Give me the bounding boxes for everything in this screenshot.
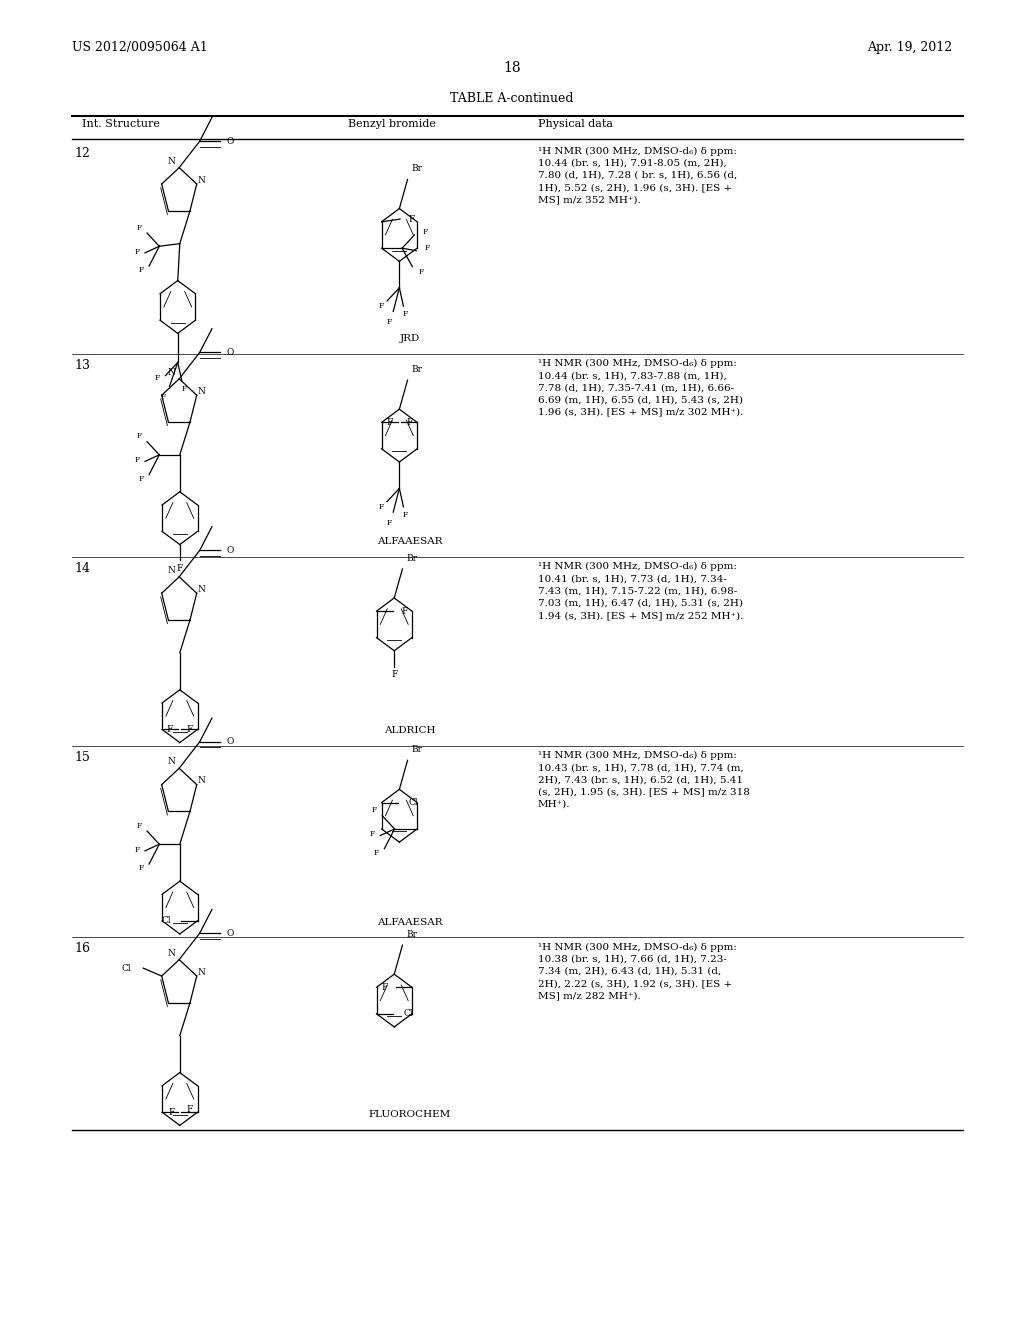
Text: F: F [378,302,384,310]
Text: FLUOROCHEM: FLUOROCHEM [369,1110,451,1119]
Text: F: F [138,267,143,275]
Text: F: F [372,807,377,814]
Text: N: N [167,368,175,376]
Text: F: F [386,418,392,426]
Text: Cl: Cl [121,964,131,973]
Text: O: O [226,137,234,145]
Text: F: F [134,248,139,256]
Text: F: F [161,393,166,401]
Text: F: F [181,385,186,393]
Text: Apr. 19, 2012: Apr. 19, 2012 [867,41,952,54]
Text: N: N [167,949,175,957]
Text: ¹H NMR (300 MHz, DMSO-d₆) δ ppm:
10.41 (br. s, 1H), 7.73 (d, 1H), 7.34-
7.43 (m,: ¹H NMR (300 MHz, DMSO-d₆) δ ppm: 10.41 (… [538,562,743,620]
Text: O: O [226,546,234,554]
Text: F: F [134,457,139,465]
Text: ¹H NMR (300 MHz, DMSO-d₆) δ ppm:
10.38 (br. s, 1H), 7.66 (d, 1H), 7.23-
7.34 (m,: ¹H NMR (300 MHz, DMSO-d₆) δ ppm: 10.38 (… [538,942,736,1001]
Text: O: O [226,348,234,356]
Text: F: F [186,1105,193,1114]
Text: F: F [186,725,193,734]
Text: F: F [391,671,397,678]
Text: ALDRICH: ALDRICH [384,726,435,735]
Text: ¹H NMR (300 MHz, DMSO-d₆) δ ppm:
10.43 (br. s, 1H), 7.78 (d, 1H), 7.74 (m,
2H), : ¹H NMR (300 MHz, DMSO-d₆) δ ppm: 10.43 (… [538,751,750,809]
Text: Br: Br [412,746,423,754]
Text: F: F [136,224,141,232]
Text: Cl: Cl [409,799,418,807]
Text: O: O [226,738,234,746]
Text: F: F [409,215,415,223]
Text: ALFAAESAR: ALFAAESAR [377,917,442,927]
Text: F: F [378,503,384,511]
Text: Benzyl bromide: Benzyl bromide [348,119,436,129]
Text: F: F [402,310,409,318]
Text: F: F [138,475,143,483]
Text: Cl: Cl [403,1010,413,1018]
Text: N: N [198,387,206,396]
Text: N: N [198,585,206,594]
Text: N: N [167,566,175,574]
Text: F: F [176,564,183,573]
Text: 16: 16 [75,942,91,956]
Text: N: N [198,176,206,185]
Text: ¹H NMR (300 MHz, DMSO-d₆) δ ppm:
10.44 (br. s, 1H), 7.91-8.05 (m, 2H),
7.80 (d, : ¹H NMR (300 MHz, DMSO-d₆) δ ppm: 10.44 (… [538,147,737,205]
Text: ALFAAESAR: ALFAAESAR [377,537,442,546]
Text: TABLE A-continued: TABLE A-continued [451,92,573,106]
Text: 14: 14 [75,562,91,576]
Text: 12: 12 [75,147,91,160]
Text: F: F [167,725,173,734]
Text: F: F [386,519,392,527]
Text: F: F [402,511,409,519]
Text: F: F [386,318,392,326]
Text: F: F [401,607,408,615]
Text: F: F [374,849,379,857]
Text: F: F [138,865,143,873]
Text: N: N [198,776,206,785]
Text: F: F [134,846,139,854]
Text: F: F [425,244,430,252]
Text: Br: Br [412,366,423,374]
Text: F: F [381,983,387,991]
Text: F: F [419,268,424,276]
Text: F: F [423,228,428,236]
Text: F: F [136,822,141,830]
Text: JRD: JRD [399,334,420,343]
Text: F: F [155,375,160,383]
Text: ¹H NMR (300 MHz, DMSO-d₆) δ ppm:
10.44 (br. s, 1H), 7.83-7.88 (m, 1H),
7.78 (d, : ¹H NMR (300 MHz, DMSO-d₆) δ ppm: 10.44 (… [538,359,743,417]
Text: Int. Structure: Int. Structure [82,119,160,129]
Text: N: N [167,157,175,165]
Text: 13: 13 [75,359,91,372]
Text: F: F [407,418,413,426]
Text: N: N [198,968,206,977]
Text: US 2012/0095064 A1: US 2012/0095064 A1 [72,41,208,54]
Text: Br: Br [407,554,418,562]
Text: Cl: Cl [162,916,171,925]
Text: F: F [370,830,375,838]
Text: 18: 18 [503,61,521,75]
Text: F: F [136,433,141,441]
Text: N: N [167,758,175,766]
Text: F: F [169,1107,175,1117]
Text: O: O [226,929,234,937]
Text: Br: Br [412,165,423,173]
Text: Physical data: Physical data [538,119,612,129]
Text: 15: 15 [75,751,91,764]
Text: Br: Br [407,931,418,939]
